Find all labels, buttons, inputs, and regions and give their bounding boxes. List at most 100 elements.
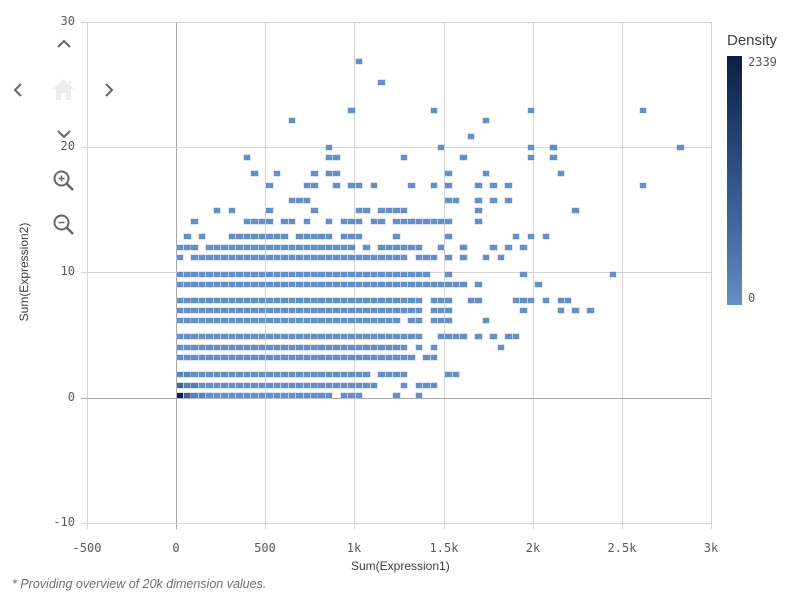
density-cell[interactable] [393,255,400,261]
density-cell[interactable] [213,383,221,388]
density-cell[interactable] [251,317,258,323]
density-cell[interactable] [318,383,325,388]
density-cell[interactable] [325,345,333,351]
density-cell[interactable] [333,182,340,188]
density-cell[interactable] [266,219,273,224]
density-cell[interactable] [333,345,340,351]
density-cell[interactable] [370,182,378,188]
density-cell[interactable] [258,255,266,261]
density-cell[interactable] [400,271,408,277]
density-cell[interactable] [266,317,273,323]
scroll-up-button[interactable] [55,36,73,52]
density-cell[interactable] [460,155,467,161]
density-cell[interactable] [213,371,221,377]
density-cell[interactable] [213,393,221,398]
density-cell[interactable] [213,317,221,323]
density-cell[interactable] [303,219,311,224]
density-cell[interactable] [236,297,243,303]
density-cell[interactable] [378,219,385,224]
density-cell[interactable] [251,171,258,177]
density-cell[interactable] [460,245,467,251]
density-cell[interactable] [445,317,452,323]
density-cell[interactable] [184,393,191,398]
density-cell[interactable] [325,297,333,303]
density-cell[interactable] [296,297,303,303]
density-cell[interactable] [325,245,333,251]
density-cell[interactable] [325,234,333,239]
density-cell[interactable] [221,297,228,303]
density-cell[interactable] [176,345,184,351]
density-cell[interactable] [273,245,281,251]
density-cell[interactable] [333,245,340,251]
density-cell[interactable] [288,281,296,287]
density-cell[interactable] [340,281,348,287]
density-cell[interactable] [408,219,415,224]
density-cell[interactable] [400,307,408,313]
density-cell[interactable] [176,245,184,251]
density-cell[interactable] [273,255,281,261]
density-cell[interactable] [452,334,460,340]
density-cell[interactable] [236,271,243,277]
density-cell[interactable] [415,245,423,251]
density-cell[interactable] [437,334,445,340]
density-cell[interactable] [213,207,221,213]
density-cell[interactable] [445,307,452,313]
density-cell[interactable] [288,393,296,398]
density-cell[interactable] [318,245,325,251]
density-cell[interactable] [363,245,370,251]
density-cell[interactable] [445,197,452,203]
density-cell[interactable] [430,307,438,313]
density-cell[interactable] [296,334,303,340]
density-cell[interactable] [363,383,370,388]
density-cell[interactable] [370,334,378,340]
density-cell[interactable] [445,271,452,277]
density-cell[interactable] [228,307,236,313]
density-cell[interactable] [206,371,213,377]
density-cell[interactable] [266,371,273,377]
density-cell[interactable] [564,297,572,303]
density-cell[interactable] [393,207,400,213]
density-cell[interactable] [437,281,445,287]
density-cell[interactable] [423,271,430,277]
density-cell[interactable] [243,355,251,361]
density-cell[interactable] [467,297,475,303]
density-cell[interactable] [206,355,213,361]
density-cell[interactable] [288,255,296,261]
density-cell[interactable] [437,145,445,151]
density-cell[interactable] [408,307,415,313]
density-cell[interactable] [363,371,370,377]
density-cell[interactable] [393,245,400,251]
density-cell[interactable] [303,245,311,251]
density-cell[interactable] [333,383,340,388]
density-cell[interactable] [318,355,325,361]
density-cell[interactable] [296,197,303,203]
density-cell[interactable] [273,334,281,340]
density-cell[interactable] [550,145,557,151]
density-cell[interactable] [363,281,370,287]
density-cell[interactable] [325,307,333,313]
density-cell[interactable] [191,307,198,313]
density-cell[interactable] [266,297,273,303]
density-cell[interactable] [281,271,288,277]
density-cell[interactable] [273,271,281,277]
density-cell[interactable] [370,307,378,313]
density-cell[interactable] [430,219,438,224]
density-cell[interactable] [198,371,206,377]
density-cell[interactable] [452,197,460,203]
density-cell[interactable] [325,281,333,287]
density-cell[interactable] [206,307,213,313]
density-cell[interactable] [520,271,527,277]
density-cell[interactable] [281,307,288,313]
density-cell[interactable] [176,383,184,388]
density-cell[interactable] [273,371,281,377]
density-cell[interactable] [490,182,497,188]
density-cell[interactable] [176,355,184,361]
density-cell[interactable] [378,297,385,303]
density-cell[interactable] [445,297,452,303]
density-cell[interactable] [266,182,273,188]
density-cell[interactable] [445,255,452,261]
density-cell[interactable] [348,355,355,361]
density-cell[interactable] [281,371,288,377]
density-cell[interactable] [445,371,452,377]
